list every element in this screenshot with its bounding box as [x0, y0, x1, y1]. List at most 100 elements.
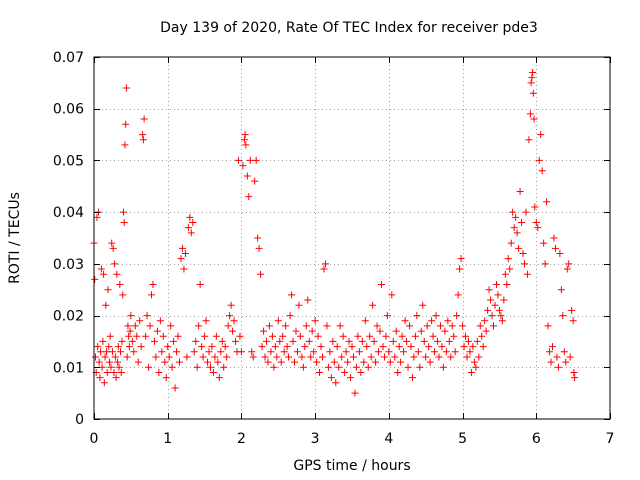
- data-point: [220, 363, 228, 371]
- data-point: [472, 363, 480, 371]
- data-point: [167, 322, 175, 330]
- data-point: [104, 286, 112, 294]
- data-point: [526, 110, 534, 118]
- data-point: [510, 224, 518, 232]
- data-point: [105, 343, 113, 351]
- data-point: [177, 255, 185, 263]
- y-tick-label: 0.07: [53, 50, 84, 66]
- data-point: [192, 337, 200, 345]
- data-point: [285, 353, 293, 361]
- data-point: [444, 317, 452, 325]
- data-point: [302, 322, 310, 330]
- data-point: [105, 358, 113, 366]
- data-point: [286, 312, 294, 320]
- data-point: [120, 218, 128, 226]
- data-point: [93, 213, 101, 221]
- data-point: [99, 337, 107, 345]
- data-point: [122, 120, 130, 128]
- data-point: [439, 363, 447, 371]
- data-point: [450, 332, 458, 340]
- data-point: [425, 343, 433, 351]
- data-point: [260, 327, 268, 335]
- data-point: [156, 317, 164, 325]
- data-point: [103, 348, 111, 356]
- data-point: [454, 291, 462, 299]
- data-point: [354, 332, 362, 340]
- y-tick-label: 0.04: [53, 205, 84, 221]
- data-point: [532, 218, 540, 226]
- data-point: [364, 363, 372, 371]
- data-point: [292, 327, 300, 335]
- data-point: [383, 312, 391, 320]
- data-point: [311, 317, 319, 325]
- data-point: [125, 332, 133, 340]
- data-point: [535, 156, 543, 164]
- data-point: [258, 343, 266, 351]
- data-point: [299, 363, 307, 371]
- data-point: [546, 348, 554, 356]
- data-point: [441, 327, 449, 335]
- data-point: [221, 343, 229, 351]
- data-point: [571, 374, 579, 382]
- data-point: [110, 368, 118, 376]
- data-point: [464, 337, 472, 345]
- data-point: [366, 332, 374, 340]
- data-point: [205, 348, 213, 356]
- x-tick-label: 2: [237, 431, 246, 447]
- data-point: [370, 337, 378, 345]
- data-point: [358, 337, 366, 345]
- data-point: [528, 74, 536, 82]
- data-point: [152, 353, 160, 361]
- data-point: [270, 363, 278, 371]
- data-point: [482, 327, 490, 335]
- data-point: [232, 337, 240, 345]
- data-point: [484, 306, 492, 314]
- data-point: [234, 156, 242, 164]
- data-point: [551, 244, 559, 252]
- data-point: [279, 332, 287, 340]
- data-point: [305, 337, 313, 345]
- data-point: [288, 291, 296, 299]
- data-point: [130, 348, 138, 356]
- data-point: [139, 131, 147, 139]
- data-point: [501, 270, 509, 278]
- data-point: [527, 79, 535, 87]
- data-point: [404, 363, 412, 371]
- data-point: [245, 193, 253, 201]
- data-point: [476, 322, 484, 330]
- data-point: [248, 348, 256, 356]
- data-point: [97, 348, 105, 356]
- data-point: [276, 337, 284, 345]
- data-point: [215, 374, 223, 382]
- data-point: [352, 363, 360, 371]
- data-point: [246, 156, 254, 164]
- data-point: [361, 317, 369, 325]
- y-tick-label: 0.01: [53, 360, 84, 376]
- data-point: [114, 343, 122, 351]
- data-point: [515, 244, 523, 252]
- data-point: [410, 353, 418, 361]
- data-point: [338, 353, 346, 361]
- data-point: [174, 332, 182, 340]
- data-point: [431, 348, 439, 356]
- data-point: [323, 322, 331, 330]
- data-point: [426, 358, 434, 366]
- data-point: [560, 348, 568, 356]
- data-point: [565, 260, 573, 268]
- data-point: [460, 343, 468, 351]
- data-point: [324, 363, 332, 371]
- data-point: [273, 353, 281, 361]
- data-point: [121, 141, 129, 149]
- data-point: [556, 250, 564, 258]
- data-point: [236, 332, 244, 340]
- data-point: [530, 115, 538, 123]
- data-point: [184, 224, 192, 232]
- plot-frame: [93, 56, 611, 420]
- x-tick-label: 4: [384, 431, 393, 447]
- data-point: [208, 343, 216, 351]
- data-point: [262, 337, 270, 345]
- data-point: [96, 374, 104, 382]
- data-point: [525, 136, 533, 144]
- data-point: [100, 270, 108, 278]
- data-point: [140, 115, 148, 123]
